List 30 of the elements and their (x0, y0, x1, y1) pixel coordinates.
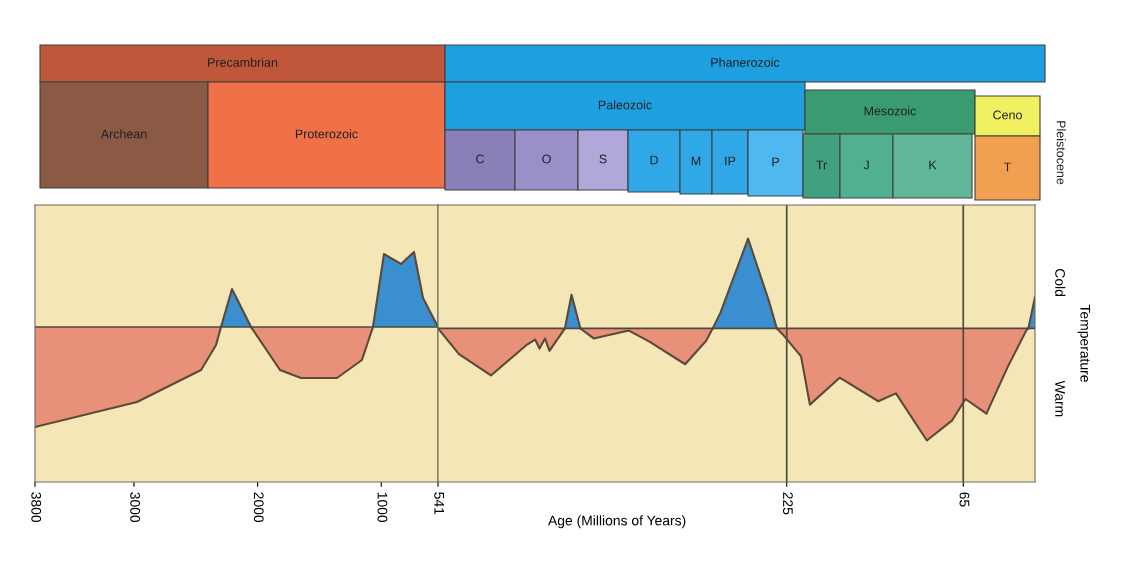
text: Tr (816, 160, 827, 170)
x-tick-label: 541 (434, 492, 444, 515)
text: Cold (1055, 268, 1066, 296)
text: Phanerozoic (711, 57, 780, 67)
x-tick-label: 1000 (377, 492, 388, 523)
text: Pleistocene (1056, 121, 1066, 185)
x-tick-label: 3800 (31, 492, 42, 523)
x-tick-label: 65 (959, 492, 970, 507)
text: Warm (1055, 380, 1065, 417)
text: Archean (100, 129, 147, 139)
text: T (1003, 162, 1012, 172)
text: Paleozoic (598, 100, 652, 110)
x-tick-label: 225 (782, 492, 793, 515)
text: K (929, 160, 937, 170)
text: Ceno (993, 110, 1022, 120)
y-axis-title: Temperature (1077, 304, 1091, 382)
text: Precambrian (208, 57, 278, 67)
text: P (772, 157, 780, 167)
text: O (542, 154, 551, 164)
text: M (691, 156, 701, 166)
x-tick-label: 3000 (130, 492, 141, 523)
text: Proterozoic (295, 129, 358, 139)
text: D (650, 155, 658, 165)
text: IP (725, 156, 736, 166)
text: Mesozoic (864, 106, 917, 116)
x-axis-title: Age (Millions of Years) (548, 515, 686, 529)
text: C (476, 154, 485, 164)
x-tick-label: 2000 (253, 492, 264, 523)
text: J (863, 160, 869, 170)
text: S (599, 154, 607, 164)
